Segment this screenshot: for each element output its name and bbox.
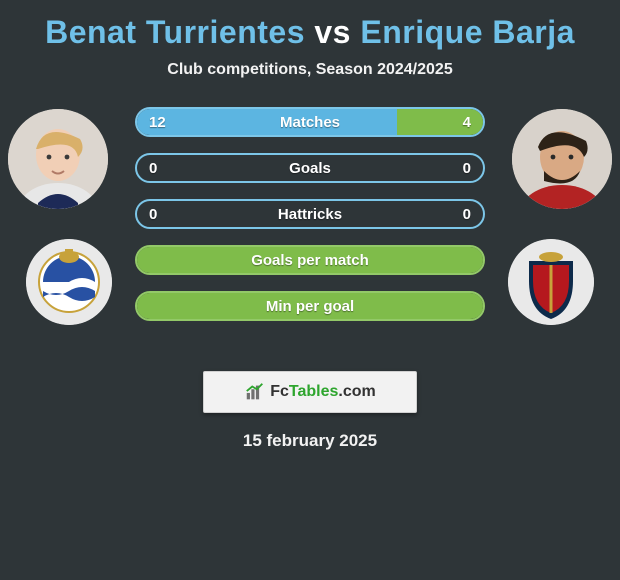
stats-stage: Matches124Goals00Hattricks00Goals per ma… bbox=[0, 107, 620, 367]
player2-club-badge bbox=[508, 239, 594, 325]
comparison-card: Benat Turrientes vs Enrique Barja Club c… bbox=[0, 0, 620, 451]
stat-label: Goals bbox=[137, 155, 483, 181]
stat-value-left: 0 bbox=[149, 155, 157, 181]
stat-label: Goals per match bbox=[137, 247, 483, 273]
player2-name: Enrique Barja bbox=[360, 14, 575, 50]
stat-bars: Matches124Goals00Hattricks00Goals per ma… bbox=[135, 107, 485, 337]
date-label: 15 february 2025 bbox=[0, 431, 620, 451]
stat-row: Hattricks0 0 bbox=[135, 199, 485, 229]
brand-text: FcTables.com bbox=[270, 383, 376, 401]
stat-value-right: 0 bbox=[463, 155, 471, 181]
chart-icon bbox=[244, 381, 266, 403]
stat-label: Matches bbox=[137, 109, 483, 135]
stat-row: Goals0 0 bbox=[135, 153, 485, 183]
stat-row: Goals per match bbox=[135, 245, 485, 275]
player2-avatar bbox=[512, 109, 612, 209]
page-title: Benat Turrientes vs Enrique Barja bbox=[0, 14, 620, 51]
stat-label: Hattricks bbox=[137, 201, 483, 227]
stat-value-left: 12 bbox=[149, 109, 166, 135]
stat-row: Matches12 4 bbox=[135, 107, 485, 137]
player1-club-badge bbox=[26, 239, 112, 325]
brand-badge: FcTables.com bbox=[203, 371, 417, 413]
stat-value-right: 0 bbox=[463, 201, 471, 227]
player1-name: Benat Turrientes bbox=[45, 14, 305, 50]
player1-avatar bbox=[8, 109, 108, 209]
vs-label: vs bbox=[314, 14, 351, 50]
stat-value-right: 4 bbox=[463, 109, 471, 135]
stat-label: Min per goal bbox=[137, 293, 483, 319]
stat-value-left: 0 bbox=[149, 201, 157, 227]
subtitle: Club competitions, Season 2024/2025 bbox=[0, 61, 620, 79]
stat-row: Min per goal bbox=[135, 291, 485, 321]
